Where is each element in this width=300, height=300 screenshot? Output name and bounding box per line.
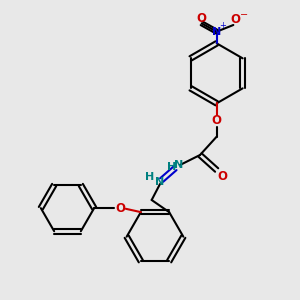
- Text: O: O: [212, 114, 222, 127]
- Text: N: N: [155, 177, 165, 187]
- Text: O: O: [218, 169, 228, 182]
- Text: H: H: [146, 172, 154, 182]
- Text: N: N: [174, 160, 183, 170]
- Text: O: O: [115, 202, 125, 214]
- Text: H: H: [167, 162, 176, 172]
- Text: N: N: [212, 27, 221, 37]
- Text: +: +: [219, 21, 226, 30]
- Text: O: O: [197, 12, 207, 25]
- Text: −: −: [240, 10, 248, 20]
- Text: O: O: [230, 13, 240, 26]
